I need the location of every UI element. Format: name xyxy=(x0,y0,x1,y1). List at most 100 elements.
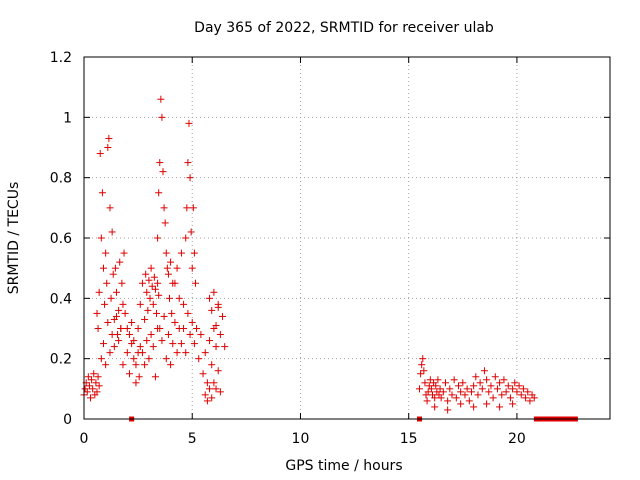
y-axis-label: SRMTID / TECUs xyxy=(6,182,22,295)
x-tick-label: 15 xyxy=(400,431,418,447)
data-point xyxy=(93,309,101,317)
y-tick-label: 0.4 xyxy=(50,291,72,307)
data-point xyxy=(432,382,440,390)
data-point xyxy=(105,134,113,142)
data-point xyxy=(478,385,486,393)
data-point xyxy=(171,318,179,326)
data-point xyxy=(448,391,456,399)
data-point xyxy=(184,309,192,317)
data-point xyxy=(417,370,425,378)
data-point xyxy=(182,234,190,242)
data-point xyxy=(115,306,123,314)
data-point xyxy=(109,270,117,278)
data-point xyxy=(180,300,188,308)
data-point xyxy=(184,159,192,167)
data-point xyxy=(108,331,116,339)
data-point xyxy=(206,294,214,302)
data-point xyxy=(446,385,454,393)
data-point xyxy=(434,376,442,384)
data-point xyxy=(169,340,177,348)
data-point xyxy=(193,325,201,332)
data-point xyxy=(117,325,125,332)
data-point xyxy=(89,385,97,393)
chart-title: Day 365 of 2022, SRMTID for receiver ula… xyxy=(194,20,494,36)
data-point xyxy=(216,331,224,339)
data-point xyxy=(90,370,98,378)
data-point xyxy=(155,189,163,197)
data-point xyxy=(141,315,149,323)
data-point xyxy=(216,388,224,396)
data-point xyxy=(219,312,227,320)
data-point xyxy=(431,403,439,411)
data-point xyxy=(421,379,429,387)
data-point xyxy=(185,119,193,127)
data-point xyxy=(517,391,525,399)
y-tick-label: 0.2 xyxy=(50,352,72,368)
data-point xyxy=(148,282,156,290)
data-point xyxy=(195,355,203,363)
data-point xyxy=(104,144,112,151)
data-points xyxy=(80,95,578,422)
data-point xyxy=(502,388,510,396)
data-point xyxy=(151,373,159,381)
data-point xyxy=(157,95,165,103)
data-point xyxy=(102,361,110,369)
data-point xyxy=(187,228,195,236)
data-point xyxy=(160,204,168,212)
data-point xyxy=(419,355,427,363)
data-point xyxy=(171,279,179,287)
data-point xyxy=(454,382,462,390)
data-point xyxy=(173,349,181,357)
data-point xyxy=(138,279,146,287)
x-tick-label: 5 xyxy=(188,431,197,447)
data-point xyxy=(135,373,143,381)
y-tick-label: 0.6 xyxy=(50,231,72,247)
data-point xyxy=(416,385,424,393)
data-point xyxy=(125,370,133,378)
data-point xyxy=(85,382,93,390)
data-point xyxy=(120,249,128,257)
data-point xyxy=(121,309,129,317)
data-point xyxy=(162,355,170,363)
data-point xyxy=(191,279,199,287)
data-point xyxy=(526,397,534,405)
data-point xyxy=(212,385,220,393)
data-point xyxy=(95,288,103,296)
data-point xyxy=(206,337,214,345)
data-point xyxy=(168,309,176,317)
data-point xyxy=(107,294,115,302)
data-point xyxy=(483,400,491,408)
data-point xyxy=(154,234,162,242)
data-point xyxy=(123,349,131,357)
data-point xyxy=(153,309,161,317)
data-point xyxy=(522,394,530,402)
data-point xyxy=(524,388,532,396)
data-point xyxy=(102,249,110,257)
data-point xyxy=(180,325,188,332)
data-point xyxy=(210,379,218,387)
data-point xyxy=(142,270,150,278)
data-point xyxy=(188,318,196,326)
data-point xyxy=(186,174,194,182)
data-point xyxy=(511,379,519,387)
data-point xyxy=(155,291,163,299)
data-point xyxy=(130,355,138,363)
x-tick-label: 10 xyxy=(292,431,310,447)
grid-lines xyxy=(84,57,610,419)
y-tick-label: 0 xyxy=(63,412,72,428)
data-point xyxy=(134,325,142,332)
data-point xyxy=(149,343,157,351)
data-point xyxy=(132,379,140,387)
data-point xyxy=(112,288,120,296)
data-point xyxy=(162,249,170,257)
data-point xyxy=(158,113,166,121)
data-point xyxy=(177,249,185,257)
data-point xyxy=(97,355,105,363)
data-point xyxy=(104,318,112,326)
data-point xyxy=(203,397,211,405)
data-point xyxy=(136,300,144,308)
data-point xyxy=(506,394,514,402)
data-point xyxy=(118,279,126,287)
data-point xyxy=(426,376,434,384)
data-point xyxy=(119,300,127,308)
